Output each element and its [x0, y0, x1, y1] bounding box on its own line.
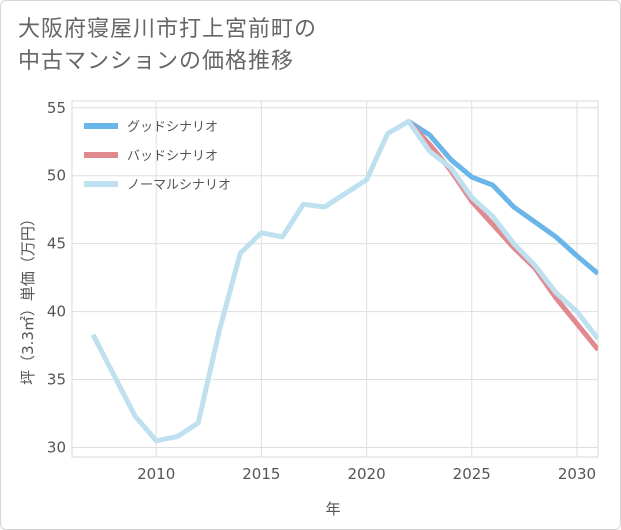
x-tick-label: 2010 — [137, 465, 175, 483]
y-tick-label: 40 — [47, 303, 66, 321]
y-tick-label: 45 — [47, 235, 66, 253]
x-tick-label: 2030 — [558, 465, 596, 483]
chart-title-line-1: 大阪府寝屋川市打上宮前町の — [18, 17, 318, 42]
legend-label-1: グッドシナリオ — [127, 120, 218, 135]
chart-title: 大阪府寝屋川市打上宮前町の 中古マンションの価格推移 — [18, 14, 317, 78]
y-tick-label: 35 — [47, 371, 66, 389]
series-line-3 — [90, 118, 598, 444]
grid — [71, 100, 599, 458]
plot-area-border — [71, 100, 599, 458]
x-tick-label: 2015 — [242, 465, 280, 483]
legend-label-3: ノーマルシナリオ — [127, 178, 231, 193]
x-axis-title: 年 — [325, 500, 340, 518]
x-tick-label: 2020 — [347, 465, 385, 483]
legend-label-2: バッドシナリオ — [127, 149, 218, 164]
x-tick-label: 2025 — [453, 465, 491, 483]
y-tick-label: 55 — [47, 99, 66, 117]
chart-title-line-2: 中古マンションの価格推移 — [18, 49, 295, 74]
series-line-1 — [407, 119, 598, 276]
y-tick-label: 50 — [47, 167, 66, 185]
y-tick-label: 30 — [47, 438, 66, 456]
tick-labels: 2010 2015 2020 2025 2030 30 35 40 45 50 55 — [47, 99, 596, 483]
series-lines — [90, 118, 598, 444]
y-axis-title: 坪（3.3㎡）単価（万円） — [19, 211, 37, 385]
